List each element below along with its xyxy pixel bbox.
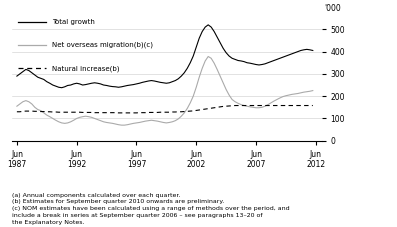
Text: Natural increase(b): Natural increase(b) bbox=[52, 65, 119, 72]
Text: Net overseas migration(b)(c): Net overseas migration(b)(c) bbox=[52, 42, 153, 48]
Text: (a) Annual components calculated over each quarter.
(b) Estimates for September : (a) Annual components calculated over ea… bbox=[12, 192, 289, 225]
Text: Total growth: Total growth bbox=[52, 19, 95, 25]
Text: '000: '000 bbox=[325, 4, 341, 13]
